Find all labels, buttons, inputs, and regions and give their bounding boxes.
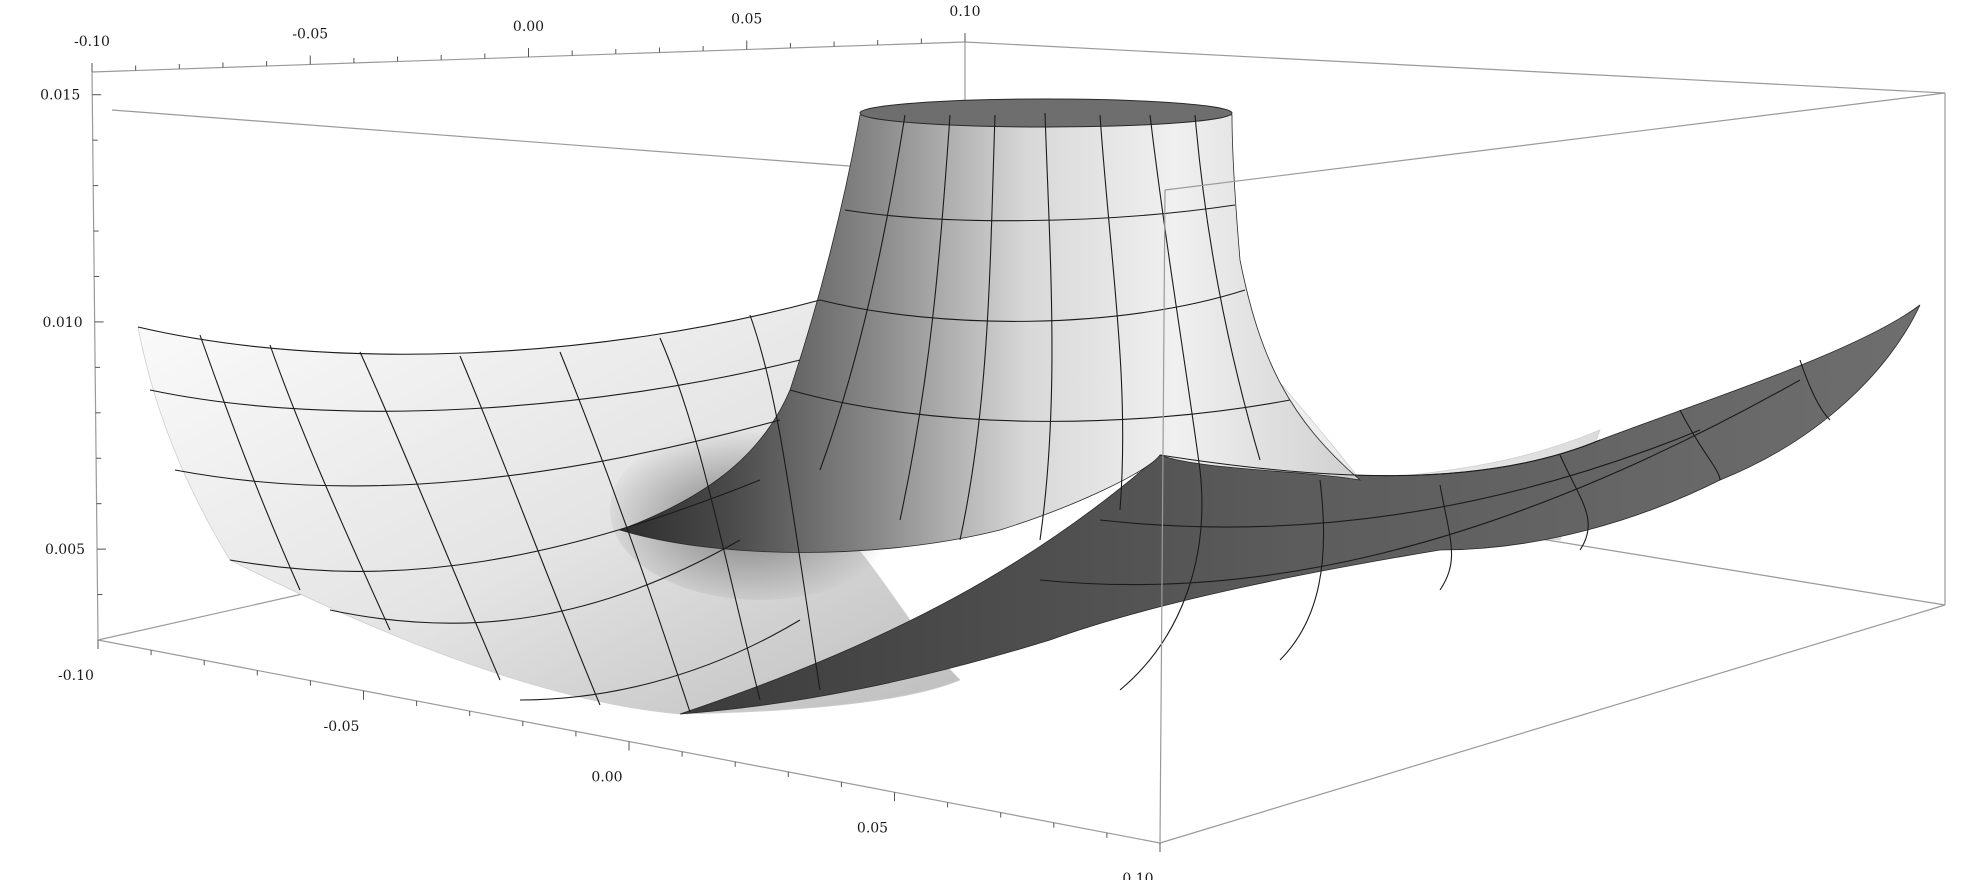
z-axis-tick-label: 0.015 [40,88,80,104]
x-axis-tick-label: -0.05 [292,27,328,43]
mesh-line [1439,484,1453,591]
mesh-line [819,289,1246,322]
z-axis-tick-label: 0.010 [43,315,83,331]
mesh-line [1679,409,1721,481]
mesh-line [174,419,781,487]
x-axis-tick-label: 0.00 [513,19,544,35]
surface [137,98,1921,715]
mesh-line [1559,454,1589,551]
mesh-line [659,337,761,701]
axis-top: -0.10 -0.05 0.00 0.05 0.10 [74,4,981,72]
mesh-line [1194,114,1261,461]
surface-spike [618,114,1362,553]
mesh-line [359,351,501,681]
surface-right-sheet [679,304,1921,715]
mesh-line [459,355,601,706]
z-axis-tick-label: 0.005 [45,542,85,558]
mesh-line [559,351,691,713]
y-axis-tick-label: -0.05 [324,719,360,735]
mesh-line [749,314,821,691]
y-axis-tick-label: 0.05 [857,820,888,836]
box-edge-back-right-top [964,41,1946,94]
x-axis-tick-label: 0.05 [731,12,762,28]
mesh-line [899,114,951,521]
mesh-line [199,334,301,591]
mesh-line [1149,114,1201,471]
mesh-line [229,479,761,572]
mesh-line [819,114,906,471]
mesh-line [269,344,391,631]
mesh-line [1099,429,1701,528]
mesh-line [844,204,1236,222]
mesh-line [1039,112,1053,541]
x-axis-tick-label: -0.10 [74,34,110,50]
box-edge-back-left [91,71,99,641]
y-axis-tick-label: 0.00 [591,770,622,786]
surface-mesh [137,112,1831,713]
mesh-line [789,389,1291,422]
box-edge-front-top [1164,92,1946,191]
surface-spike-cap [859,98,1233,128]
mesh-line [1159,439,1601,477]
mesh-line [959,114,996,541]
axis-z: 0.005 0.010 0.015 [40,88,107,596]
mesh-line [1119,469,1203,691]
mesh-line [149,359,801,412]
y-axis-tick-label: 0.10 [1122,871,1153,880]
mesh-line [1799,359,1831,421]
mesh-line [1279,479,1325,661]
mesh-line [1039,379,1801,586]
mesh-line [137,299,821,355]
x-axis-tick-label: 0.10 [949,4,980,20]
mesh-line [329,539,741,624]
mesh-line [519,619,801,701]
mesh-line [1099,114,1124,511]
box-edge-front-right-bottom [1159,604,1946,844]
y-axis-tick-label: -0.10 [58,668,94,684]
box-edge-front-vertical [1159,189,1166,844]
